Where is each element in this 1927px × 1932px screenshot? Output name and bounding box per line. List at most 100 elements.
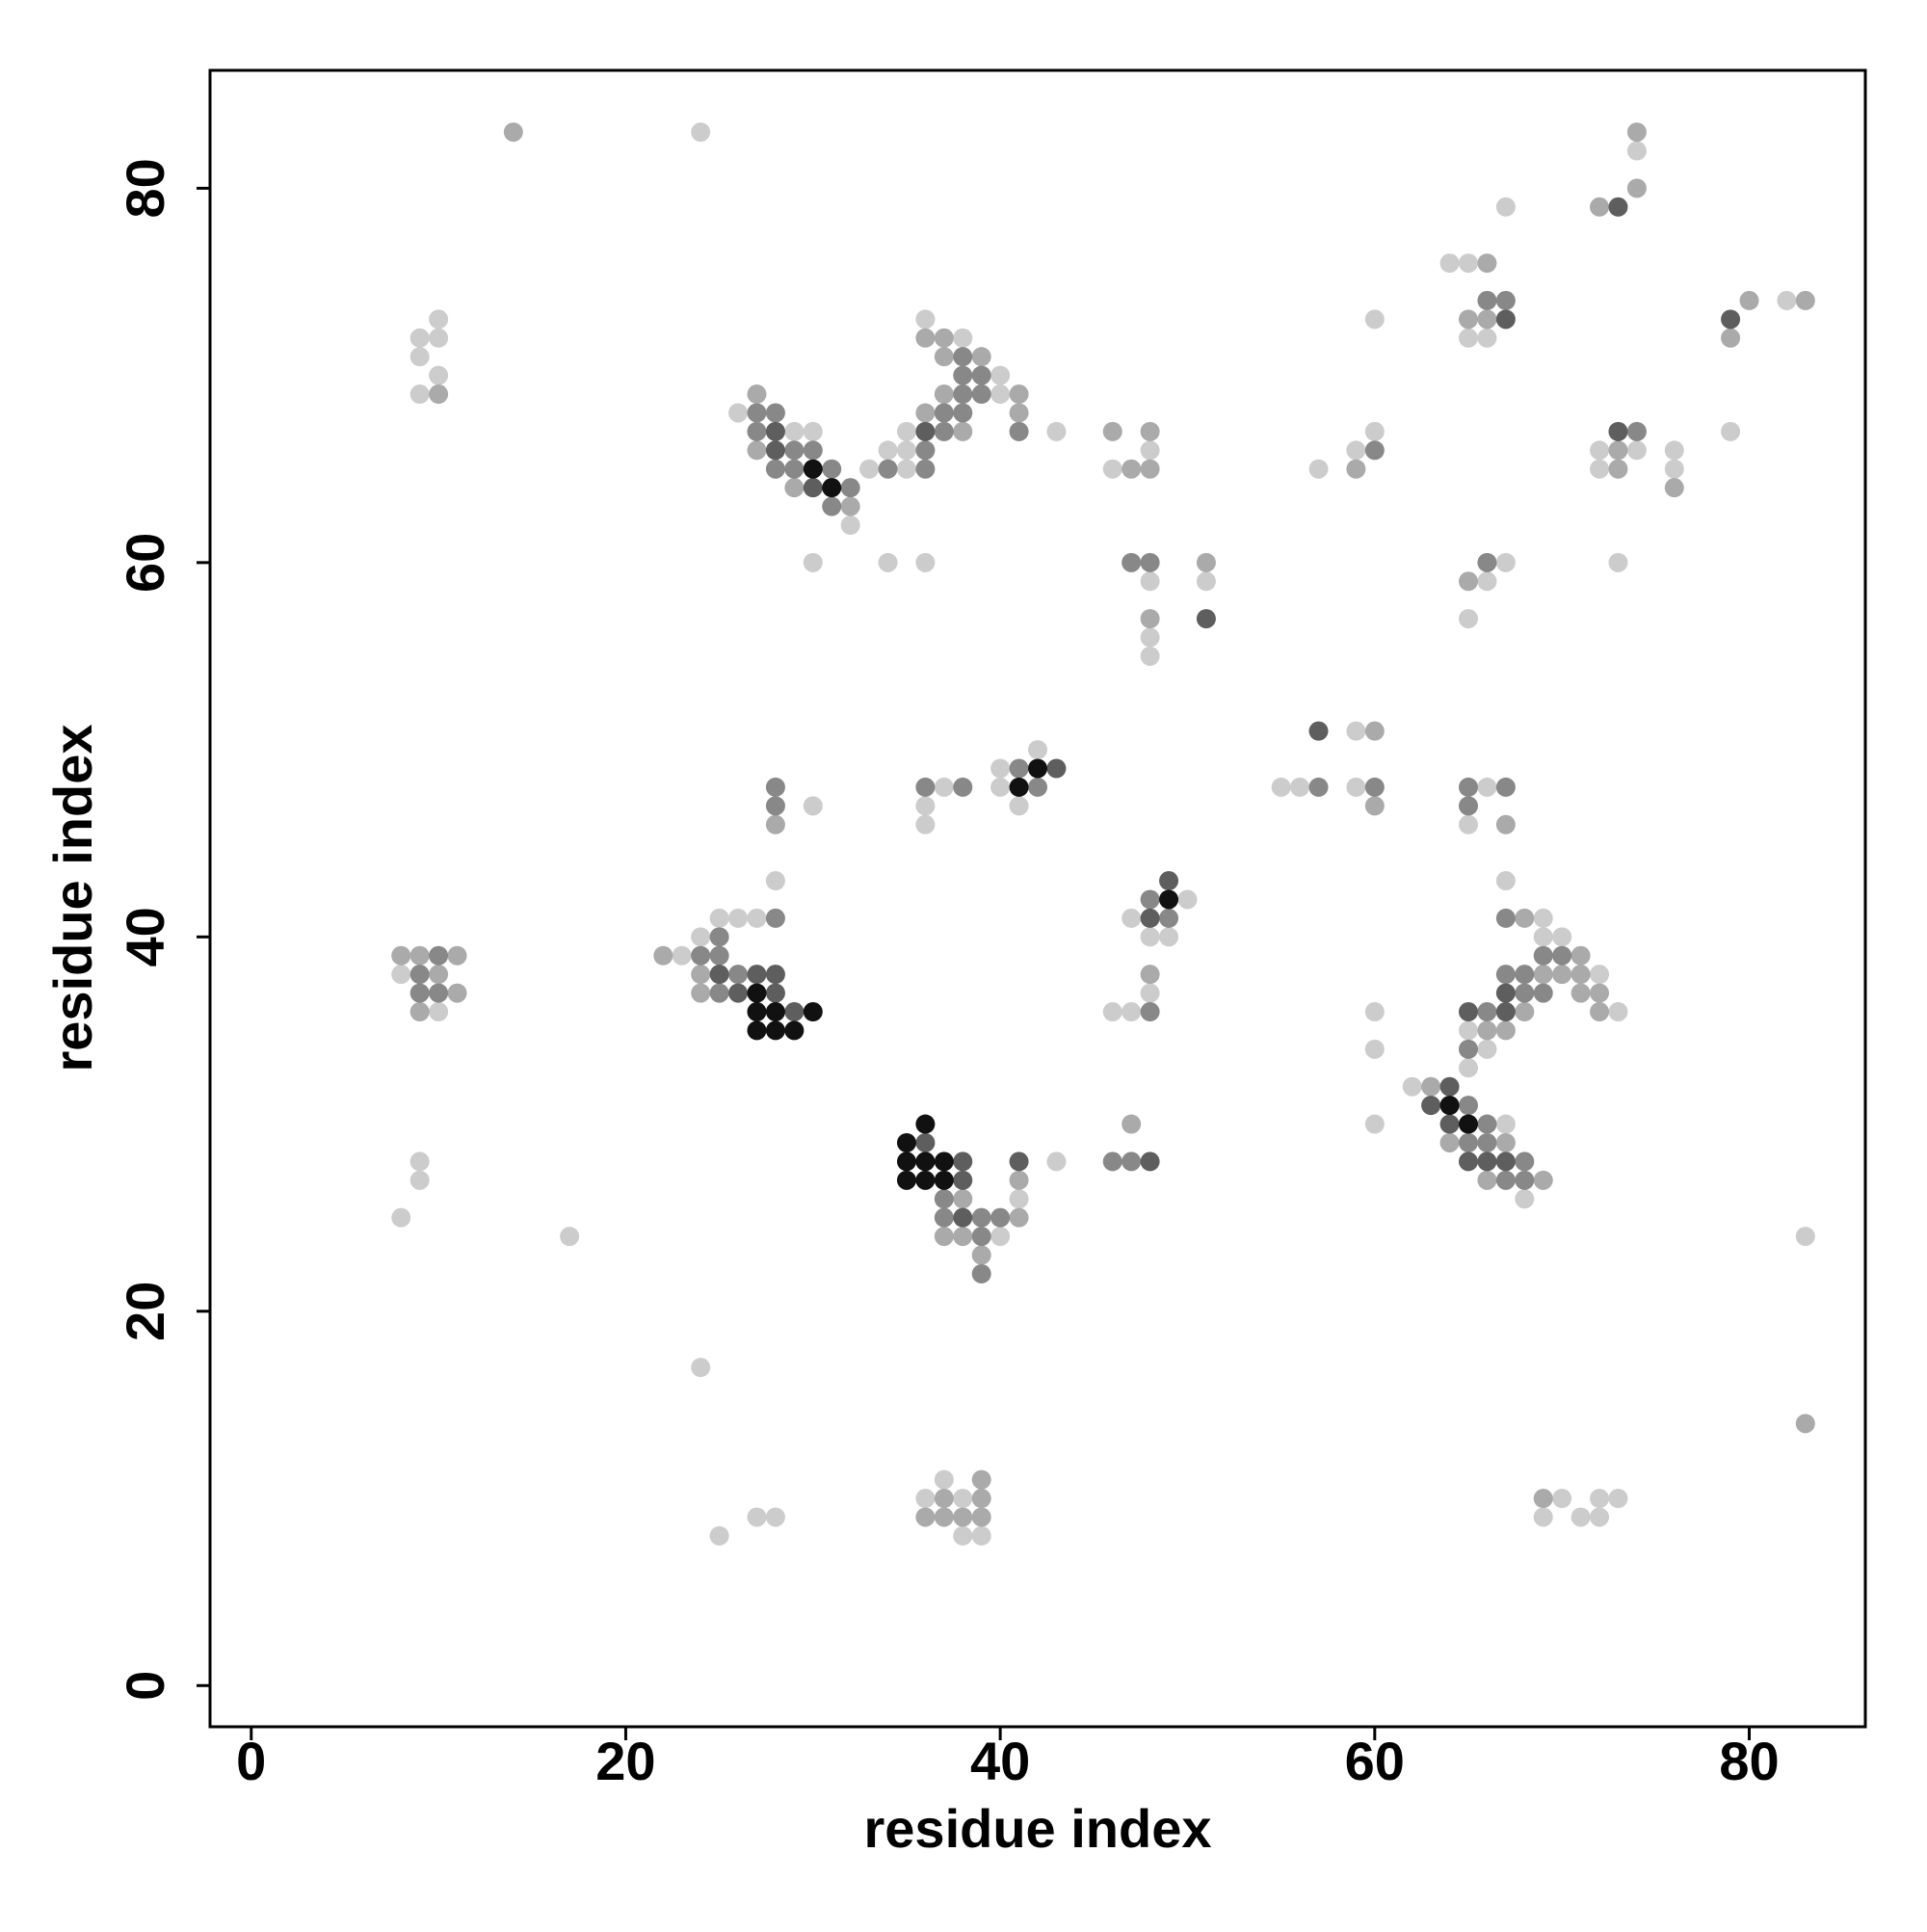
contact-point	[896, 1132, 916, 1152]
contact-point	[934, 1469, 954, 1490]
contact-point	[990, 1227, 1011, 1247]
contact-point	[915, 814, 936, 834]
contact-point	[1009, 1170, 1029, 1190]
contact-point	[409, 1170, 430, 1190]
contact-point	[915, 777, 936, 797]
contact-point	[1626, 440, 1647, 461]
contact-point	[990, 777, 1011, 797]
contact-point	[1402, 1076, 1422, 1097]
contact-point	[747, 403, 767, 423]
contact-point	[409, 1151, 430, 1172]
contact-point	[1552, 965, 1572, 985]
contact-point	[934, 777, 954, 797]
contact-point	[1140, 908, 1160, 928]
contact-point	[1795, 290, 1815, 310]
contact-point	[1590, 1489, 1610, 1509]
contact-point	[747, 908, 767, 928]
contact-point	[765, 814, 785, 834]
contact-point	[1533, 908, 1553, 928]
contact-point	[1477, 1132, 1497, 1152]
contact-point	[1608, 421, 1628, 441]
contact-point	[747, 1002, 767, 1022]
contact-point	[784, 459, 805, 479]
contact-point	[1308, 459, 1329, 479]
contact-point	[1364, 721, 1385, 741]
contact-point	[1477, 571, 1497, 592]
x-tick-label: 40	[970, 1731, 1030, 1791]
contact-point	[391, 945, 411, 966]
contact-point	[803, 1002, 823, 1022]
contact-point	[822, 459, 842, 479]
contact-point	[765, 908, 785, 928]
contact-point	[447, 983, 467, 1003]
contact-point	[934, 1207, 954, 1228]
contact-point	[1458, 328, 1478, 348]
contact-point	[953, 421, 973, 441]
contact-point	[1458, 1096, 1478, 1116]
contact-point	[691, 927, 711, 947]
contact-point	[1159, 908, 1179, 928]
contact-point	[1140, 927, 1160, 947]
contact-point	[429, 365, 449, 385]
contact-point	[1608, 440, 1628, 461]
contact-point	[747, 1020, 767, 1041]
contact-point	[1626, 421, 1647, 441]
contact-point	[709, 927, 729, 947]
contact-point	[1122, 1002, 1142, 1022]
contact-point	[1495, 1170, 1516, 1190]
contact-point	[1102, 459, 1122, 479]
contact-point	[953, 1489, 973, 1509]
contact-point	[691, 945, 711, 966]
x-axis-title: residue index	[863, 1798, 1211, 1859]
contact-point	[953, 403, 973, 423]
contact-point	[1495, 1132, 1516, 1152]
contact-point	[915, 1489, 936, 1509]
contact-point	[1495, 814, 1516, 834]
contact-point	[934, 1170, 954, 1190]
contact-point	[803, 459, 823, 479]
contact-point	[765, 1002, 785, 1022]
contact-point	[1590, 459, 1610, 479]
contact-point	[1458, 796, 1478, 816]
contact-point	[896, 440, 916, 461]
contact-point	[1608, 1002, 1628, 1022]
contact-point	[878, 459, 898, 479]
contact-point	[1458, 777, 1478, 797]
contact-point	[1439, 253, 1460, 274]
contact-point	[896, 1170, 916, 1190]
contact-point	[709, 945, 729, 966]
contact-point	[915, 328, 936, 348]
contact-point	[1308, 721, 1329, 741]
contact-point	[691, 983, 711, 1003]
contact-point	[1028, 758, 1047, 779]
contact-point	[953, 1525, 973, 1546]
contact-point	[1664, 440, 1684, 461]
contact-point	[1477, 1039, 1497, 1059]
contact-point	[1608, 552, 1628, 572]
contact-point	[953, 1507, 973, 1527]
contact-point	[1795, 1227, 1815, 1247]
contact-point	[1495, 309, 1516, 330]
contact-point	[1458, 1114, 1478, 1134]
contact-point	[1140, 440, 1160, 461]
contact-point	[1626, 178, 1647, 198]
contact-point	[803, 796, 823, 816]
contact-point	[653, 945, 673, 966]
contact-point	[784, 478, 805, 498]
contact-point	[915, 459, 936, 479]
contact-point	[1552, 1489, 1572, 1509]
y-tick-label: 20	[115, 1282, 175, 1341]
contact-point	[1777, 290, 1797, 310]
contact-point	[1495, 1002, 1516, 1022]
contact-point	[1495, 777, 1516, 797]
contact-point	[1552, 927, 1572, 947]
contact-point	[1571, 983, 1591, 1003]
contact-point	[1439, 1114, 1460, 1134]
contact-point	[747, 965, 767, 985]
contact-point	[560, 1227, 580, 1247]
contact-point	[1028, 740, 1047, 760]
contact-point	[429, 965, 449, 985]
contact-point	[1495, 290, 1516, 310]
contact-point	[409, 965, 430, 985]
contact-point	[709, 983, 729, 1003]
